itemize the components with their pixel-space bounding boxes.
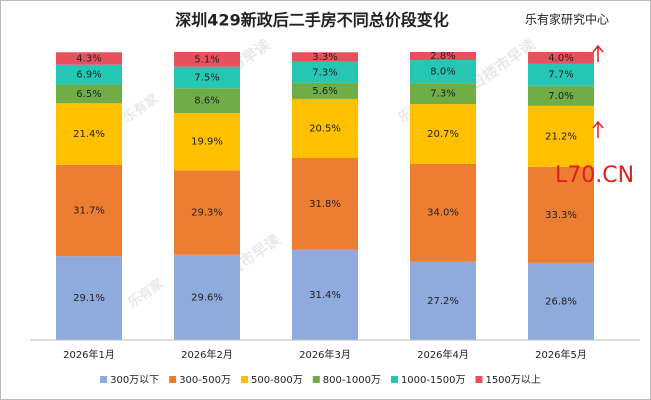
value-label: 29.6% xyxy=(191,292,223,303)
bar-segment xyxy=(174,170,240,255)
bar-segment xyxy=(56,164,122,257)
legend-label: 1500万以上 xyxy=(485,374,540,386)
bar-segment xyxy=(56,84,122,104)
value-label: 7.3% xyxy=(430,89,455,100)
legend-swatch xyxy=(169,376,177,383)
bar-segment xyxy=(174,66,240,89)
legend-label: 300万以下 xyxy=(110,375,159,386)
bar-segment xyxy=(528,105,594,167)
up-arrow xyxy=(592,120,604,138)
bar-segment xyxy=(174,113,240,171)
value-label: 33.3% xyxy=(545,210,577,221)
bar-segment xyxy=(56,52,122,65)
value-label: 26.8% xyxy=(545,296,577,307)
legend-swatch xyxy=(240,376,248,383)
legend-label: 800-1000万 xyxy=(323,375,381,386)
value-label: 34.0% xyxy=(427,208,459,219)
bar-segment xyxy=(528,85,594,106)
bar-segment xyxy=(292,98,358,158)
bar-segment xyxy=(410,60,476,84)
bar-segment xyxy=(292,249,358,340)
legend: 300万以下 300-500万 500-800万 800-1000万 1000-1500… xyxy=(100,374,541,386)
value-label: 20.5% xyxy=(309,123,341,134)
legend-swatch xyxy=(100,376,108,383)
bar-segment xyxy=(56,103,122,165)
value-label: 27.2% xyxy=(427,296,459,307)
value-label: 4.3% xyxy=(76,53,101,64)
value-label: 7.0% xyxy=(548,91,573,102)
value-label: 8.6% xyxy=(194,96,219,107)
bar-segment xyxy=(292,82,358,99)
value-label: 29.1% xyxy=(73,293,105,304)
bar-segment xyxy=(528,262,594,340)
value-label: 7.5% xyxy=(194,72,219,83)
x-tick-label: 2026年5月 xyxy=(535,348,587,361)
value-label: 20.7% xyxy=(427,129,459,140)
up-arrow xyxy=(592,44,604,62)
value-label: 5.1% xyxy=(194,54,219,65)
bar-segment xyxy=(174,52,240,67)
value-label: 19.9% xyxy=(191,137,223,148)
bar-segment xyxy=(528,166,594,263)
bar-segment xyxy=(56,64,122,85)
value-label: 6.9% xyxy=(76,70,101,81)
value-label: 21.4% xyxy=(73,129,105,140)
chart-title: 深圳429新政后二手房不同总价段变化 xyxy=(175,11,448,30)
legend-label: 300-500万 xyxy=(179,375,231,386)
legend-label: 1000-1500万 xyxy=(401,375,466,386)
bar-segment xyxy=(292,52,358,62)
value-label: 31.4% xyxy=(309,290,341,301)
value-label: 5.6% xyxy=(312,86,337,97)
legend-label: 500-800万 xyxy=(251,375,303,386)
x-tick-label: 2026年2月 xyxy=(181,348,233,361)
bar-segment xyxy=(410,104,476,164)
value-label: 8.0% xyxy=(430,67,455,78)
legend-swatch xyxy=(390,376,398,383)
watermark-site: L70.CN xyxy=(555,163,634,188)
bar-segment xyxy=(410,52,476,61)
bar-segment xyxy=(174,88,240,114)
legend-swatch xyxy=(475,376,483,383)
value-label: 7.7% xyxy=(548,70,573,81)
bar-segment xyxy=(292,157,358,250)
value-label: 2.8% xyxy=(430,51,455,62)
bar-segment xyxy=(528,63,594,86)
x-tick-label: 2026年4月 xyxy=(417,348,469,361)
bar-segment xyxy=(174,254,240,340)
source: 乐有家研究中心 xyxy=(525,12,609,27)
bar-segment xyxy=(56,256,122,340)
value-label: 6.5% xyxy=(76,89,101,100)
x-tick-label: 2026年1月 xyxy=(63,348,115,361)
arrows xyxy=(592,44,604,138)
bar-segment xyxy=(528,52,594,64)
value-label: 7.3% xyxy=(312,67,337,78)
value-label: 29.3% xyxy=(191,208,223,219)
x-tick-label: 2026年3月 xyxy=(299,348,351,361)
value-label: 31.8% xyxy=(309,199,341,210)
bar-segment xyxy=(292,61,358,83)
value-label: 3.3% xyxy=(312,52,337,63)
value-label: 31.7% xyxy=(73,206,105,217)
value-label: 21.2% xyxy=(545,131,577,142)
bar-segment xyxy=(410,261,476,340)
bar-segment xyxy=(410,83,476,105)
value-label: 4.0% xyxy=(548,53,573,64)
bar-segment xyxy=(410,163,476,262)
legend-swatch xyxy=(312,376,320,383)
plot: 29.1% 31.7% 21.4% 6.5% 6.9% 4.3% 2026年1月 29.6% 2… xyxy=(56,51,594,361)
